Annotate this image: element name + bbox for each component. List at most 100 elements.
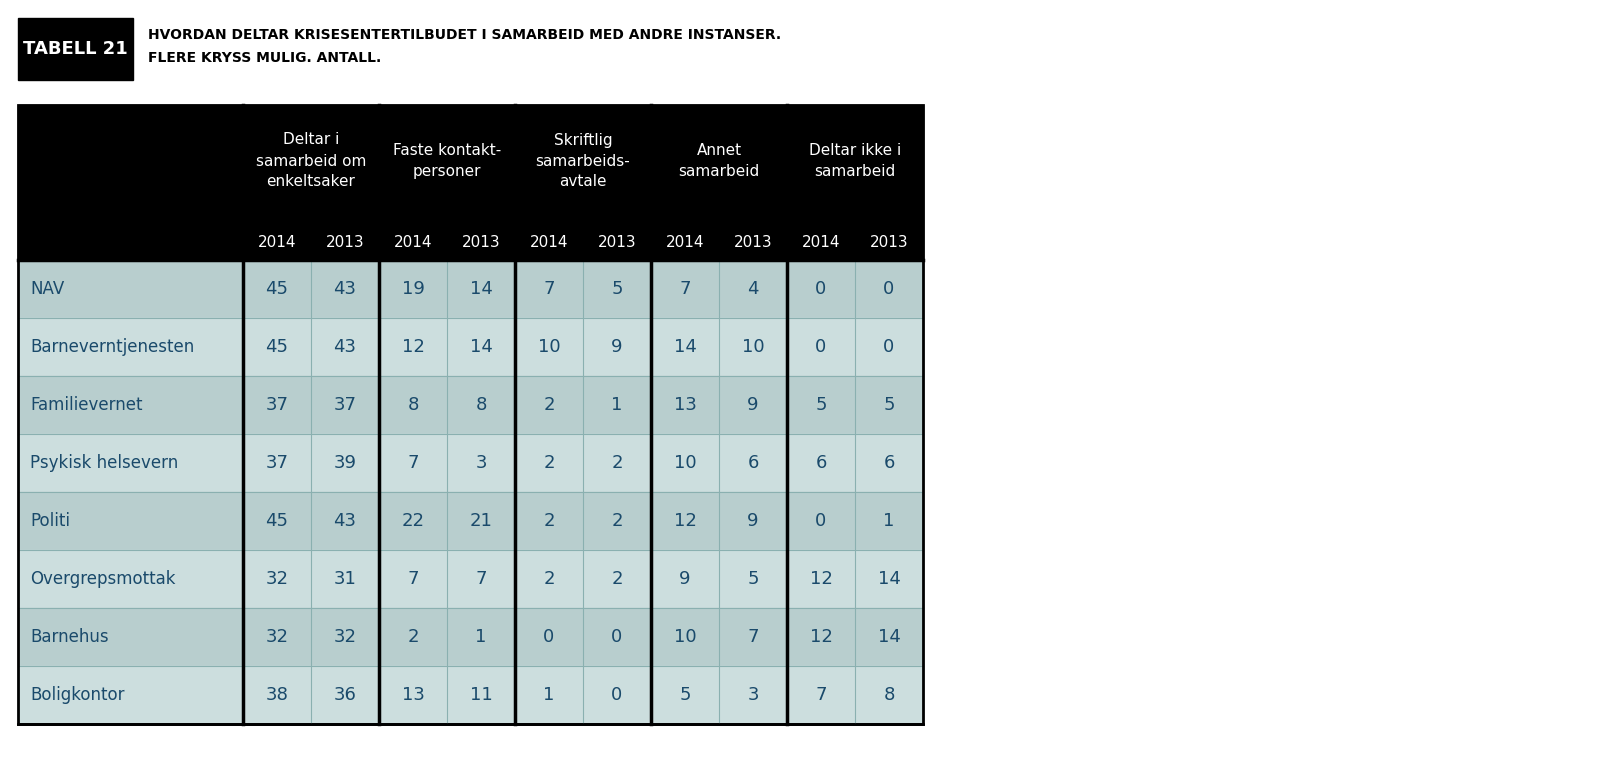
Text: 36: 36 — [334, 686, 356, 704]
Bar — [18, 492, 923, 550]
Text: 0: 0 — [544, 628, 555, 646]
Text: 38: 38 — [265, 686, 289, 704]
Text: 1: 1 — [544, 686, 555, 704]
Bar — [18, 318, 923, 376]
Text: 2014: 2014 — [666, 235, 705, 250]
Text: 0: 0 — [612, 628, 623, 646]
Text: 10: 10 — [742, 338, 764, 356]
Text: 1: 1 — [475, 628, 486, 646]
Text: 2014: 2014 — [802, 235, 841, 250]
Text: 5: 5 — [748, 570, 759, 588]
Text: 2: 2 — [612, 570, 623, 588]
Text: 43: 43 — [334, 280, 356, 298]
Text: 9: 9 — [612, 338, 623, 356]
Text: 32: 32 — [265, 570, 289, 588]
Text: 14: 14 — [470, 280, 493, 298]
Text: 5: 5 — [815, 396, 827, 414]
Text: 2014: 2014 — [393, 235, 432, 250]
Text: 6: 6 — [883, 454, 894, 472]
Bar — [18, 608, 923, 666]
Text: 12: 12 — [809, 570, 833, 588]
Text: Politi: Politi — [30, 512, 71, 530]
Text: Skriftlig
samarbeids-
avtale: Skriftlig samarbeids- avtale — [536, 132, 631, 189]
Text: TABELL 21: TABELL 21 — [22, 40, 128, 58]
Text: 0: 0 — [815, 338, 827, 356]
Text: 0: 0 — [883, 338, 894, 356]
Text: 2014: 2014 — [530, 235, 568, 250]
Text: 43: 43 — [334, 338, 356, 356]
Text: FLERE KRYSS MULIG. ANTALL.: FLERE KRYSS MULIG. ANTALL. — [148, 51, 382, 65]
Text: HVORDAN DELTAR KRISESENTERTILBUDET I SAMARBEID MED ANDRE INSTANSER.: HVORDAN DELTAR KRISESENTERTILBUDET I SAM… — [148, 28, 782, 42]
Text: 2013: 2013 — [462, 235, 501, 250]
Text: 13: 13 — [674, 396, 697, 414]
Text: Overgrepsmottak: Overgrepsmottak — [30, 570, 175, 588]
Text: 14: 14 — [470, 338, 493, 356]
Text: 3: 3 — [748, 686, 759, 704]
Text: 21: 21 — [470, 512, 493, 530]
Text: 37: 37 — [265, 454, 289, 472]
Text: 12: 12 — [674, 512, 697, 530]
Text: 2014: 2014 — [258, 235, 297, 250]
Text: 2013: 2013 — [597, 235, 636, 250]
Text: 10: 10 — [538, 338, 560, 356]
Text: 1: 1 — [612, 396, 623, 414]
Text: 0: 0 — [883, 280, 894, 298]
Text: 7: 7 — [748, 628, 759, 646]
Text: 8: 8 — [475, 396, 486, 414]
Text: 45: 45 — [265, 280, 289, 298]
Text: 5: 5 — [679, 686, 690, 704]
Text: 37: 37 — [265, 396, 289, 414]
Text: 6: 6 — [748, 454, 759, 472]
Text: 2: 2 — [408, 628, 419, 646]
Bar — [18, 376, 923, 434]
Bar — [18, 18, 133, 80]
Text: 2: 2 — [542, 454, 555, 472]
Text: Deltar ikke i
samarbeid: Deltar ikke i samarbeid — [809, 143, 900, 179]
Text: 9: 9 — [679, 570, 690, 588]
Text: 7: 7 — [408, 454, 419, 472]
Text: Boligkontor: Boligkontor — [30, 686, 125, 704]
Text: Deltar i
samarbeid om
enkeltsaker: Deltar i samarbeid om enkeltsaker — [255, 132, 366, 189]
Text: 45: 45 — [265, 512, 289, 530]
Text: 12: 12 — [809, 628, 833, 646]
Text: 39: 39 — [334, 454, 356, 472]
Bar — [18, 666, 923, 724]
Text: 31: 31 — [334, 570, 356, 588]
Text: 6: 6 — [815, 454, 827, 472]
Text: 11: 11 — [470, 686, 493, 704]
Text: 2: 2 — [612, 454, 623, 472]
Text: 37: 37 — [334, 396, 356, 414]
Text: 7: 7 — [815, 686, 827, 704]
Text: 7: 7 — [542, 280, 555, 298]
Text: Psykisk helsevern: Psykisk helsevern — [30, 454, 178, 472]
Text: 2: 2 — [542, 396, 555, 414]
Text: 7: 7 — [408, 570, 419, 588]
Text: Faste kontakt-
personer: Faste kontakt- personer — [393, 143, 501, 179]
Text: 19: 19 — [401, 280, 424, 298]
Text: 10: 10 — [674, 628, 697, 646]
Text: 2013: 2013 — [733, 235, 772, 250]
Text: 8: 8 — [408, 396, 419, 414]
Text: 2: 2 — [542, 570, 555, 588]
Text: 4: 4 — [748, 280, 759, 298]
Text: 5: 5 — [612, 280, 623, 298]
Text: Barneverntjenesten: Barneverntjenesten — [30, 338, 194, 356]
Text: 22: 22 — [401, 512, 424, 530]
Text: Annet
samarbeid: Annet samarbeid — [679, 143, 759, 179]
Text: NAV: NAV — [30, 280, 64, 298]
Text: 7: 7 — [679, 280, 690, 298]
Bar — [18, 434, 923, 492]
Text: 14: 14 — [878, 570, 900, 588]
Text: 0: 0 — [815, 512, 827, 530]
Text: 32: 32 — [265, 628, 289, 646]
Text: 13: 13 — [401, 686, 424, 704]
Text: 2013: 2013 — [326, 235, 364, 250]
Bar — [18, 105, 923, 724]
Bar — [18, 105, 923, 260]
Text: 10: 10 — [674, 454, 697, 472]
Text: 14: 14 — [878, 628, 900, 646]
Text: 9: 9 — [748, 396, 759, 414]
Text: 3: 3 — [475, 454, 486, 472]
Text: 9: 9 — [748, 512, 759, 530]
Text: 32: 32 — [334, 628, 356, 646]
